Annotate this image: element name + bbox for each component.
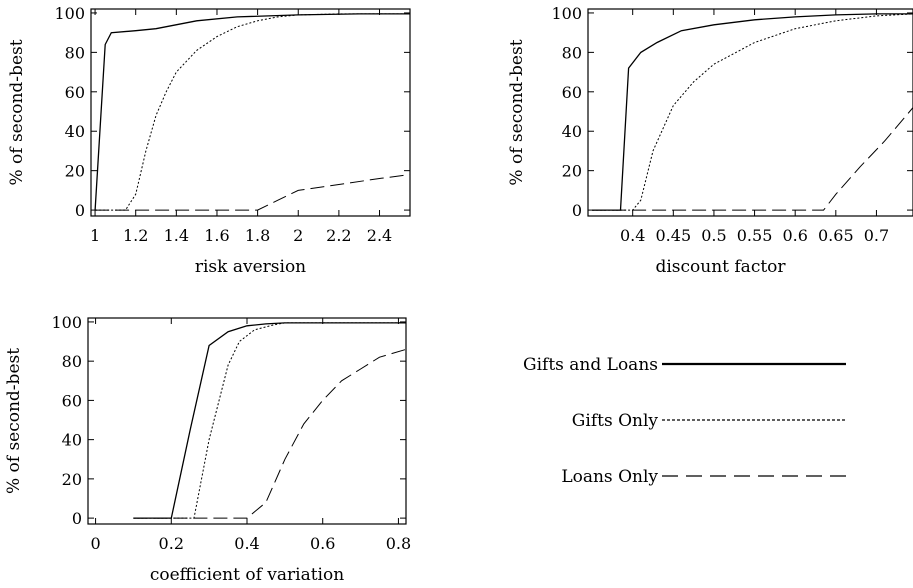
series-line-dashed [133, 348, 407, 519]
legend: Gifts and Loans Gifts Only Loans Only [523, 355, 846, 487]
y-axis-title: % of second-best [507, 39, 527, 185]
chart-panel-2: 0.4 0.45 0.5 0.55 0.6 0.65 0.7 0 20 40 60 80 100 disc… [507, 4, 913, 277]
x-tick-label: 1.6 [204, 226, 229, 245]
y-tick-label: 40 [65, 122, 85, 141]
y-tick-label: 20 [62, 470, 82, 489]
series-line-dashed [592, 107, 913, 211]
y-tick-label: 60 [562, 83, 582, 102]
y-tick-label: 100 [54, 4, 85, 23]
x-tick-label: 0 [90, 534, 100, 553]
y-tick-label: 80 [62, 352, 82, 371]
x-tick-label: 2.2 [326, 226, 351, 245]
plot-frame [87, 317, 407, 525]
y-tick-label: 80 [562, 43, 582, 62]
x-tick-label: 2 [293, 226, 303, 245]
legend-label: Gifts Only [572, 411, 659, 431]
plot-frame [587, 8, 913, 217]
x-axis-title: discount factor [655, 257, 786, 277]
legend-label: Loans Only [561, 467, 658, 487]
legend-label: Gifts and Loans [523, 355, 658, 375]
x-tick-label: 2.4 [367, 226, 392, 245]
x-tick-label: 0.7 [864, 226, 889, 245]
x-tick-label: 1.8 [245, 226, 270, 245]
x-tick-label: 0.6 [782, 226, 807, 245]
x-tick-label: 1.4 [164, 226, 189, 245]
series-line-dotted [133, 322, 406, 519]
x-tick-label: 0.8 [386, 534, 411, 553]
series-line-dotted [592, 13, 913, 211]
y-tick-label: 80 [65, 43, 85, 62]
x-tick-label: 0.45 [656, 226, 692, 245]
series-line-solid [592, 13, 913, 211]
y-tick-label: 20 [65, 162, 85, 181]
x-tick-label: 0.6 [310, 534, 335, 553]
x-tick-label: 0.4 [234, 534, 259, 553]
y-tick-label: 0 [75, 201, 85, 220]
chart-panel-3: 0 0.2 0.4 0.6 0.8 0 20 40 60 80 100 coefficient of … [4, 313, 411, 585]
y-tick-label: 60 [62, 391, 82, 410]
series-line-solid [133, 322, 406, 519]
x-tick-label: 0.4 [620, 226, 645, 245]
series-line-dotted [95, 13, 410, 211]
y-tick-label: 100 [551, 4, 582, 23]
series-line-dashed [95, 174, 411, 211]
y-tick-label: 40 [62, 431, 82, 450]
plot-frame [90, 8, 411, 217]
y-tick-label: 0 [72, 509, 82, 528]
y-axis-title: % of second-best [7, 39, 27, 185]
x-tick-label: 0.55 [737, 226, 773, 245]
y-tick-label: 20 [562, 162, 582, 181]
y-tick-label: 40 [562, 122, 582, 141]
y-tick-label: 100 [51, 313, 82, 332]
x-tick-label: 1.2 [123, 226, 148, 245]
x-tick-label: 0.2 [159, 534, 184, 553]
x-axis-title: risk aversion [195, 257, 306, 277]
x-tick-label: 1 [90, 226, 100, 245]
y-tick-label: 0 [572, 201, 582, 220]
y-tick-label: 60 [65, 83, 85, 102]
y-axis-title: % of second-best [4, 348, 24, 494]
x-tick-label: 0.65 [818, 226, 854, 245]
x-axis-title: coefficient of variation [150, 565, 344, 585]
chart-panel-1: 1 1.2 1.4 1.6 1.8 2 2.2 2.4 0 20 40 60 80 100 risk ave… [7, 4, 411, 277]
x-tick-label: 0.5 [701, 226, 726, 245]
